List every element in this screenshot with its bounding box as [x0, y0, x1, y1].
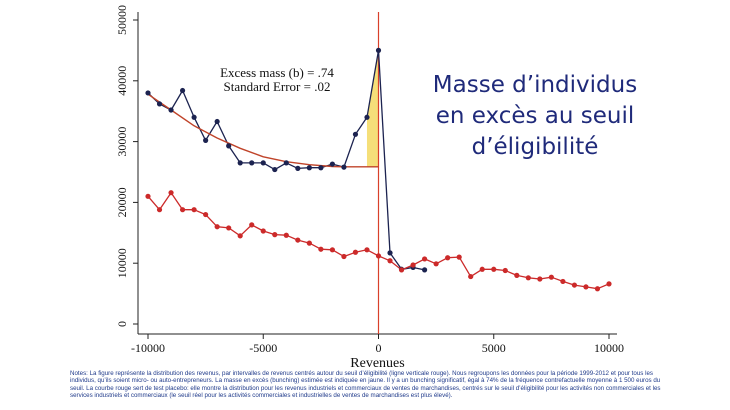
placebo-data-point — [525, 275, 531, 281]
placebo-data-point — [341, 253, 347, 260]
actual-data-point — [226, 143, 232, 149]
placebo-data-point — [318, 246, 324, 252]
y-tick-label: 50000 — [115, 5, 129, 35]
placebo-data-point — [445, 255, 451, 261]
placebo-data-point — [548, 274, 554, 280]
counterfactual-series-line — [147, 93, 379, 168]
actual-data-point — [156, 101, 163, 107]
placebo-data-point — [387, 258, 393, 264]
y-tick-label: 30000 — [115, 127, 129, 157]
actual-data-point — [387, 250, 393, 256]
actual-data-point — [145, 90, 151, 96]
actual-data-point — [375, 47, 382, 54]
placebo-data-point — [283, 232, 289, 238]
y-tick-label: 40000 — [115, 66, 129, 96]
placebo-data-point — [203, 211, 209, 218]
x-tick-label: 0 — [376, 341, 382, 355]
actual-data-point — [422, 267, 428, 273]
placebo-data-point — [514, 272, 520, 278]
placebo-data-point — [295, 237, 301, 243]
x-tick-label: 10000 — [594, 341, 624, 355]
actual-data-point — [318, 165, 324, 171]
x-tick-label: -5000 — [249, 341, 277, 355]
placebo-data-point — [191, 207, 197, 213]
placebo-data-point — [179, 207, 186, 213]
headline-text: Masse d’individus en excès au seuil d’él… — [410, 70, 660, 163]
placebo-data-point — [537, 276, 543, 282]
x-tick-label: 5000 — [482, 341, 506, 355]
headline-line-1: Masse d’individus — [432, 72, 638, 98]
actual-data-point — [272, 166, 278, 173]
actual-data-point — [237, 160, 243, 166]
placebo-data-point — [237, 233, 243, 239]
actual-data-point — [283, 160, 289, 166]
placebo-data-point — [364, 247, 370, 253]
placebo-data-point — [479, 266, 485, 272]
placebo-data-point — [306, 240, 312, 246]
actual-data-point — [295, 165, 301, 171]
actual-data-point — [364, 114, 370, 120]
actual-data-point — [341, 164, 347, 170]
y-tick-label: 0 — [115, 321, 129, 327]
placebo-data-point — [329, 247, 335, 253]
figure-notes: Notes: La figure représente la distribut… — [70, 370, 661, 400]
placebo-data-point — [491, 266, 497, 272]
annotation-text: Excess mass (b) = .74 — [220, 65, 334, 80]
placebo-data-point — [560, 278, 566, 285]
actual-data-point — [329, 161, 335, 167]
placebo-data-point — [260, 228, 266, 234]
placebo-data-point — [502, 267, 508, 274]
bunching-chart: 0 10000 20000 30000 40000 50000 -10000 -5000 0 50… — [0, 0, 730, 370]
placebo-data-point — [156, 207, 163, 213]
placebo-data-point — [571, 282, 578, 288]
placebo-data-point — [456, 254, 462, 260]
placebo-data-point — [249, 222, 255, 228]
placebo-data-point — [468, 273, 474, 280]
placebo-data-point — [594, 286, 601, 292]
placebo-data-point — [422, 256, 428, 262]
actual-data-point — [260, 160, 266, 166]
x-axis-title: Revenues — [350, 356, 404, 370]
actual-data-point — [191, 114, 197, 120]
annotation-text: Standard Error = .02 — [224, 79, 331, 94]
placebo-data-point — [433, 261, 439, 267]
actual-data-point — [203, 137, 209, 143]
excess-mass-area — [366, 50, 379, 167]
placebo-data-point — [352, 249, 359, 255]
x-tick-label: -10000 — [131, 341, 165, 355]
placebo-data-point — [168, 190, 174, 196]
placebo-data-point — [583, 284, 589, 290]
placebo-data-point — [226, 225, 232, 231]
placebo-data-point — [410, 262, 416, 268]
actual-data-point — [306, 165, 312, 171]
placebo-data-point — [606, 281, 612, 287]
actual-data-point — [168, 107, 174, 113]
placebo-data-point — [272, 232, 278, 238]
actual-data-point — [214, 118, 220, 125]
placebo-data-point — [398, 267, 405, 273]
headline-line-2: en excès au seuil — [435, 103, 635, 129]
placebo-data-point — [214, 224, 220, 230]
y-tick-label: 20000 — [115, 187, 129, 217]
y-tick-label: 10000 — [115, 248, 129, 278]
placebo-data-point — [145, 193, 151, 199]
placebo-data-point — [375, 253, 382, 259]
actual-data-point — [352, 131, 359, 137]
actual-data-point — [179, 87, 186, 94]
actual-data-point — [249, 160, 255, 166]
headline-line-3: d’éligibilité — [471, 134, 599, 160]
plot-background — [0, 0, 730, 370]
